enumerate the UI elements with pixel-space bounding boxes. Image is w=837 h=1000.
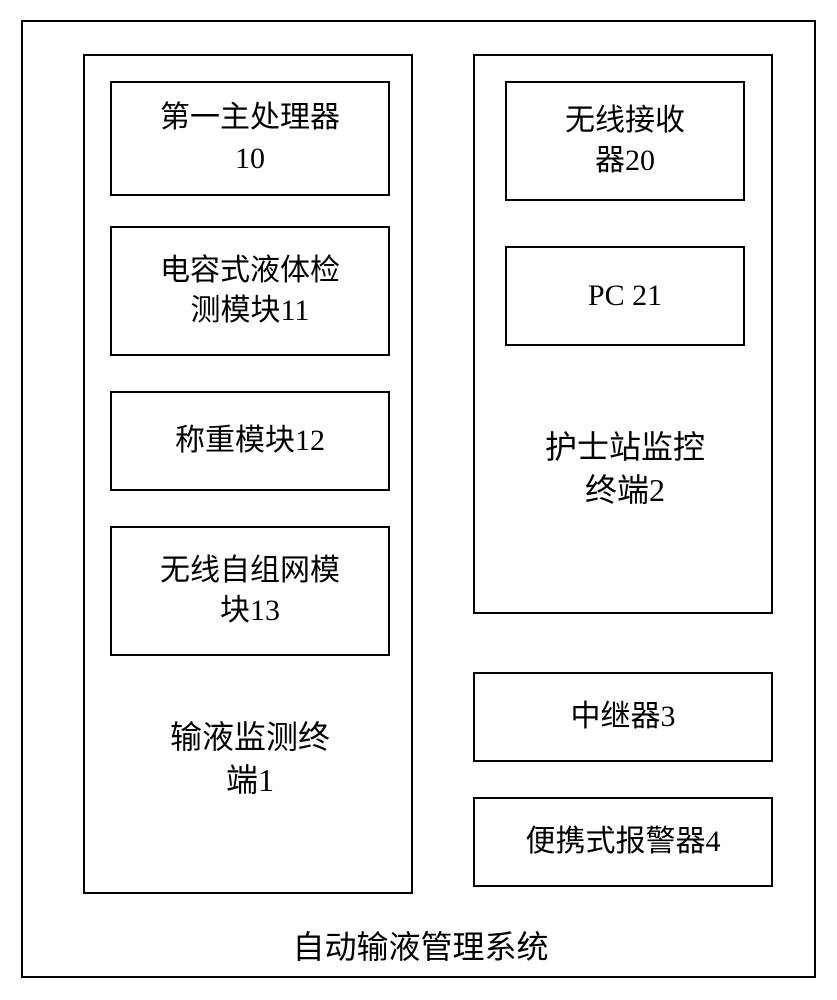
box-capacitive-liquid-detection: 电容式液体检测模块11: [110, 226, 390, 356]
box-portable-alarm: 便携式报警器4: [473, 797, 773, 887]
box-wireless-receiver: 无线接收器20: [505, 81, 745, 201]
left-column-label: 输液监测终端1: [85, 716, 415, 802]
left-column-frame: 第一主处理器10 电容式液体检测模块11 称重模块12 无线自组网模块13 输液…: [83, 54, 413, 894]
box-repeater: 中继器3: [473, 672, 773, 762]
diagram-caption: 自动输液管理系统: [23, 922, 818, 968]
box-label: 电容式液体检测模块11: [160, 251, 340, 332]
box-weighing-module: 称重模块12: [110, 391, 390, 491]
label-text: 护士站监控终端2: [545, 429, 705, 508]
label-text: 输液监测终端1: [170, 719, 330, 798]
diagram-outer-frame: 第一主处理器10 电容式液体检测模块11 称重模块12 无线自组网模块13 输液…: [21, 20, 816, 978]
box-first-main-processor: 第一主处理器10: [110, 81, 390, 196]
box-label: 称重模块12: [175, 421, 325, 462]
box-label: 第一主处理器10: [160, 98, 340, 179]
box-label: 无线自组网模块13: [160, 551, 340, 632]
caption-text: 自动输液管理系统: [292, 929, 548, 965]
box-label: 便携式报警器4: [526, 822, 721, 863]
right-column-label: 护士站监控终端2: [475, 426, 775, 512]
box-label: 无线接收器20: [565, 101, 685, 182]
box-pc: PC 21: [505, 246, 745, 346]
box-label: 中继器3: [571, 697, 676, 738]
right-column-frame: 无线接收器20 PC 21 护士站监控终端2: [473, 54, 773, 614]
box-label: PC 21: [588, 276, 662, 317]
box-wireless-adhoc-module: 无线自组网模块13: [110, 526, 390, 656]
